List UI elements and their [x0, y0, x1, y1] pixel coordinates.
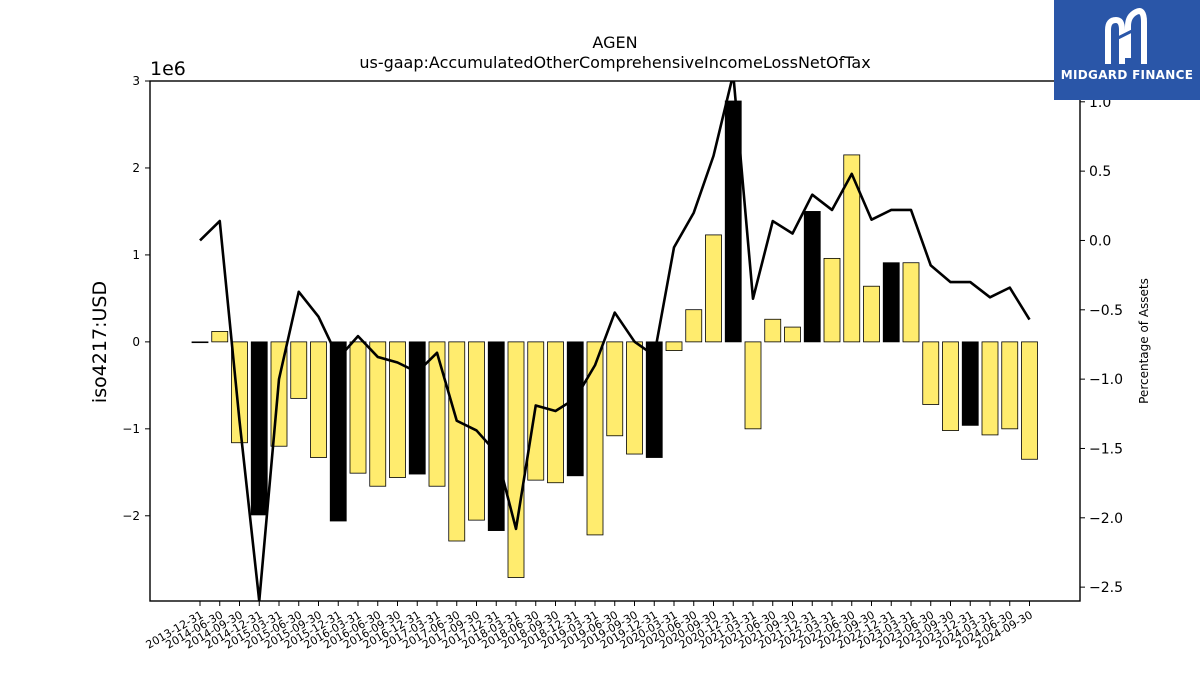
- bar-2021-06-30: [764, 318, 782, 343]
- bar-2022-03-31: [823, 257, 841, 343]
- bar-2023-03-31: [902, 262, 920, 343]
- bar-2018-03-31: [507, 341, 525, 578]
- y-tick-label: 0: [132, 335, 140, 349]
- y-tick-label: −2: [122, 509, 140, 523]
- y-tick-label: 3: [132, 74, 140, 88]
- bar-2016-12-31: [408, 341, 426, 475]
- bar-2020-06-30: [685, 309, 703, 343]
- chart-title: AGEN: [592, 33, 637, 52]
- y-tick-label: 2: [132, 161, 140, 175]
- x-axis-ticks: 2013-12-312014-06-302014-09-302014-12-31…: [144, 601, 1035, 652]
- bar-2019-03-31: [586, 341, 604, 536]
- brand-name: MIDGARD FINANCE: [1060, 68, 1194, 82]
- bar-2017-06-30: [448, 341, 466, 542]
- bar-2019-12-31: [645, 341, 663, 458]
- plot-frame: [149, 80, 1081, 602]
- y-axis-label: iso4217:USD: [89, 281, 111, 403]
- bar-2016-09-30: [389, 341, 406, 478]
- y2-tick-label: 0.0: [1089, 233, 1111, 249]
- bar-2019-09-30: [626, 341, 643, 455]
- line-series: [199, 81, 1031, 601]
- bar-2013-12-31: [191, 341, 209, 344]
- bar-2015-12-31: [329, 341, 347, 522]
- bar-2022-12-31: [882, 262, 900, 343]
- bar-2018-12-31: [566, 341, 584, 477]
- y2-tick-label: −0.5: [1089, 303, 1123, 319]
- bar-2016-06-30: [369, 341, 387, 487]
- bar-2024-09-30: [1021, 341, 1038, 460]
- bar-2020-09-30: [705, 234, 722, 343]
- bar-2014-12-31: [250, 341, 268, 516]
- bar-2021-03-31: [744, 341, 762, 430]
- y2-tick-label: −1.5: [1089, 441, 1123, 457]
- bar-2023-06-30: [922, 341, 940, 405]
- bar-2023-09-30: [942, 341, 959, 431]
- bar-2015-06-30: [290, 341, 308, 399]
- y-tick-label: −1: [122, 422, 140, 436]
- bar-2023-12-31: [961, 341, 979, 426]
- bar-2015-09-30: [310, 341, 327, 458]
- midgard-m-logo-icon: [1105, 8, 1147, 64]
- y2-tick-label: −2.0: [1089, 511, 1123, 527]
- bar-2017-03-31: [428, 341, 446, 487]
- bar-2022-09-30: [863, 285, 880, 343]
- y-axis-ticks: −2 −1 0 1 2 3: [122, 74, 150, 523]
- bar-2024-03-31: [981, 341, 999, 436]
- bar-2021-12-31: [803, 211, 821, 343]
- bar-2019-06-30: [606, 341, 624, 437]
- y2-axis-label: Percentage of Assets: [1137, 278, 1151, 404]
- brand-logo: MIDGARD FINANCE: [1054, 0, 1200, 100]
- y-tick-label: 1: [132, 248, 140, 262]
- percentage-of-assets-line: [199, 81, 1031, 601]
- bar-2020-12-31: [724, 100, 742, 343]
- bar-2014-06-30: [211, 331, 229, 343]
- bar-series: [191, 100, 1038, 578]
- y2-tick-label: −1.0: [1089, 372, 1123, 388]
- y2-tick-label: 0.5: [1089, 164, 1111, 180]
- bar-2024-06-30: [1001, 341, 1019, 430]
- y-offset-label: 1e6: [150, 58, 186, 80]
- bar-2016-03-31: [349, 341, 367, 474]
- bar-2021-09-30: [784, 326, 801, 343]
- bar-2017-12-31: [487, 341, 505, 531]
- y2-axis-ticks: −2.5−2.0−1.5−1.0−0.50.00.51.0: [1080, 95, 1123, 596]
- bar-2020-03-31: [665, 341, 683, 351]
- chart-subtitle: us-gaap:AccumulatedOtherComprehensiveInc…: [359, 53, 870, 72]
- bar-2022-06-30: [843, 154, 861, 343]
- y2-tick-label: −2.5: [1089, 580, 1123, 596]
